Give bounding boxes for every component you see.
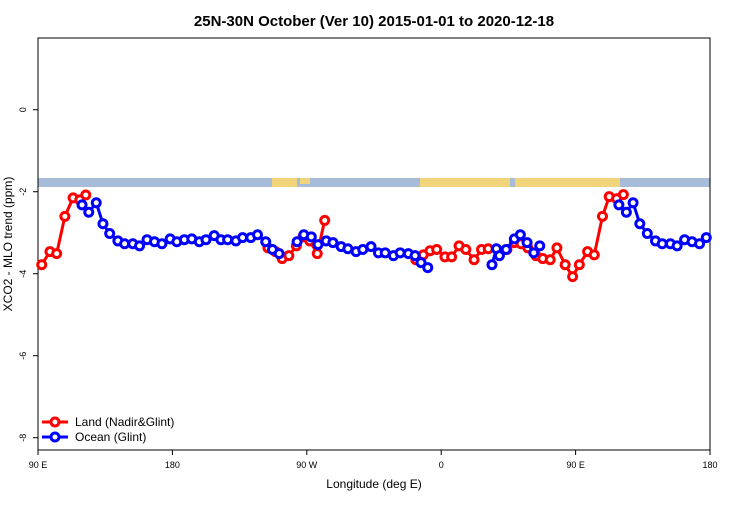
data-point [559,259,571,271]
data-point [76,199,88,211]
data-point [83,206,95,218]
chart-title: 25N-30N October (Ver 10) 2015-01-01 to 2… [194,13,554,30]
series-line [40,193,625,280]
legend-label: Ocean (Glint) [75,430,146,444]
data-point [544,254,556,266]
data-point [312,239,324,251]
x-tick-label: 180 [702,460,717,470]
data-point [596,210,608,222]
legend-marker [49,431,61,443]
data-point [528,247,540,259]
x-tick-label: 90 W [296,460,318,470]
y-tick-label: -6 [18,352,28,360]
x-tick-label: 90 E [566,460,585,470]
data-point [613,199,625,211]
legend-label: Land (Nadir&Glint) [75,415,174,429]
data-point [104,228,116,240]
data-point [588,249,600,261]
data-point [409,250,421,262]
data-point [319,214,331,226]
data-point [36,259,48,271]
legend-marker [49,416,61,428]
data-point [486,259,498,271]
data-point [500,244,512,256]
x-axis-label: Longitude (deg E) [326,477,421,491]
data-point [700,232,712,244]
data-point [567,271,579,283]
plot-frame [37,37,711,451]
data-point [252,229,264,241]
data-point [521,237,533,249]
x-tick-label: 90 E [29,460,48,470]
data-point [468,254,480,266]
data-point [59,210,71,222]
data-point [365,241,377,253]
data-point [222,234,234,246]
data-point [431,244,443,256]
data-point [51,248,63,260]
data-point [80,189,92,201]
data-point [134,240,146,252]
y-tick-label: -4 [18,270,28,278]
data-point [422,262,434,274]
y-tick-label: -8 [18,434,28,442]
data-point [156,238,168,250]
data-point [617,189,629,201]
y-tick-label: 0 [18,107,28,112]
data-point [283,250,295,262]
data-point [291,236,303,248]
data-point [671,240,683,252]
data-point [200,234,212,246]
data-point [694,238,706,250]
data-point [327,237,339,249]
data-point [627,197,639,209]
data-point [641,228,653,240]
data-point [460,244,472,256]
data-point [551,242,563,254]
data-point [273,248,285,260]
data-point [97,218,109,230]
y-tick-label: -2 [18,188,28,196]
data-point [620,206,632,218]
data-point [90,197,102,209]
data-point [534,240,546,252]
data-point [493,250,505,262]
data-point [415,257,427,269]
y-axis-label: XCO2 - MLO trend (ppm) [1,177,15,312]
data-point [634,218,646,230]
land-mask-strip [38,178,710,187]
data-point [311,248,323,260]
data-point [446,251,458,263]
x-tick-label: 180 [165,460,180,470]
data-point [514,229,526,241]
data-point [305,231,317,243]
x-tick-label: 0 [439,460,444,470]
data-point [260,236,272,248]
data-point [573,259,585,271]
